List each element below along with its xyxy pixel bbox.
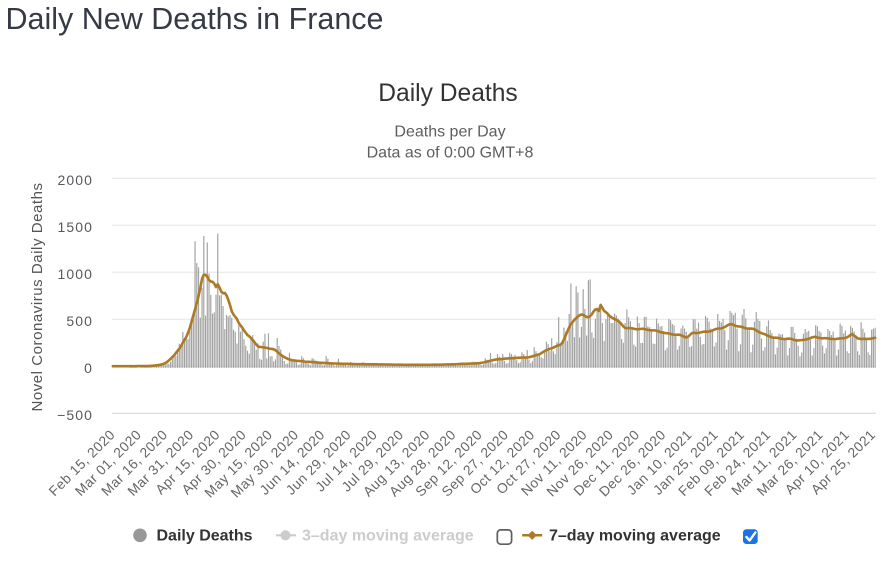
svg-text:3–day moving average: 3–day moving average bbox=[302, 528, 474, 545]
svg-text:Daily Deaths: Daily Deaths bbox=[378, 80, 517, 107]
svg-text:Deaths per Day: Deaths per Day bbox=[394, 124, 505, 141]
svg-text:500: 500 bbox=[66, 313, 93, 329]
svg-text:Data as of 0:00 GMT+8: Data as of 0:00 GMT+8 bbox=[367, 145, 534, 162]
svg-text:2000: 2000 bbox=[57, 172, 93, 188]
svg-text:Novel Coronavirus Daily Deaths: Novel Coronavirus Daily Deaths bbox=[29, 182, 46, 411]
svg-text:Daily Deaths: Daily Deaths bbox=[157, 528, 253, 545]
svg-text:0: 0 bbox=[84, 360, 93, 376]
svg-text:Daily New Deaths in France: Daily New Deaths in France bbox=[6, 2, 384, 36]
svg-text:1000: 1000 bbox=[57, 266, 93, 282]
svg-text:−500: −500 bbox=[57, 407, 93, 423]
svg-text:7–day moving average: 7–day moving average bbox=[549, 528, 721, 545]
svg-text:1500: 1500 bbox=[57, 219, 93, 235]
